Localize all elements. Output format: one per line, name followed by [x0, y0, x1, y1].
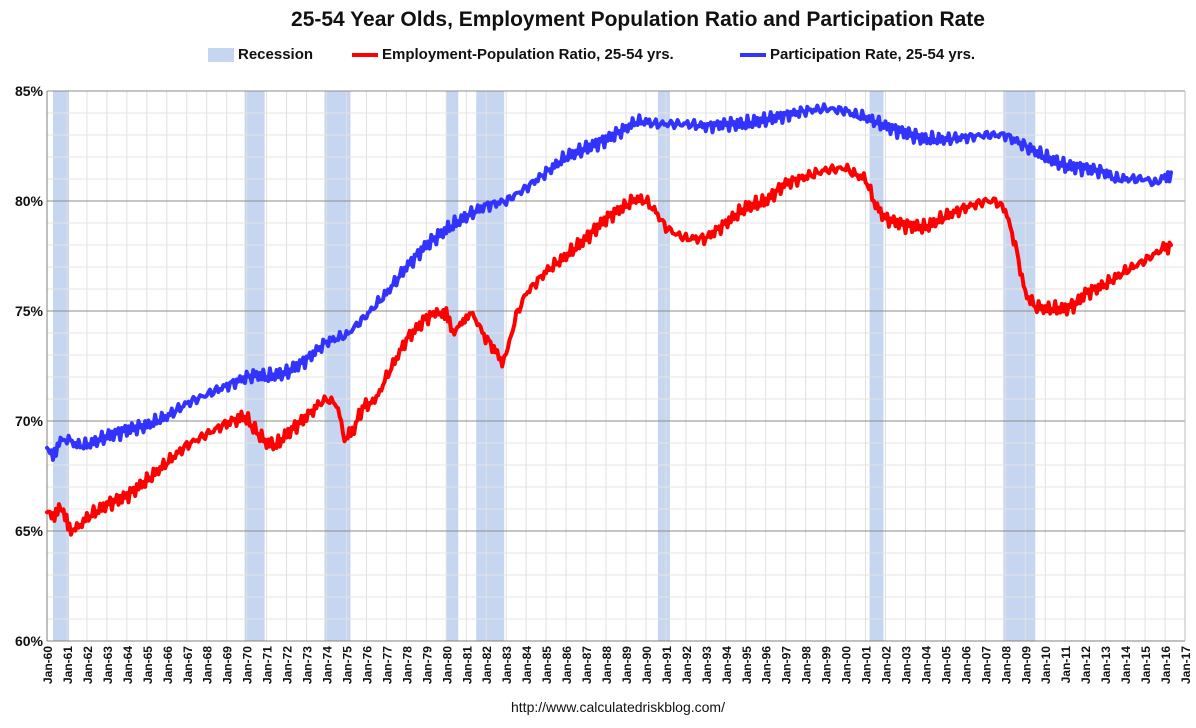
x-tick-label-53: Jan-13 — [1099, 646, 1113, 684]
x-tick-label-41: Jan-01 — [860, 646, 874, 684]
x-tick-label-54: Jan-14 — [1119, 646, 1133, 684]
x-tick-label-29: Jan-89 — [620, 646, 634, 684]
x-tick-label-32: Jan-92 — [680, 646, 694, 684]
x-tick-label-4: Jan-64 — [121, 646, 135, 684]
x-tick-label-23: Jan-83 — [500, 646, 514, 684]
x-tick-label-40: Jan-00 — [840, 646, 854, 684]
y-tick-label-5: 85% — [15, 83, 44, 99]
y-tick-label-3: 75% — [15, 303, 44, 319]
series-line-1 — [45, 102, 1173, 462]
source-url: http://www.calculatedriskblog.com/ — [511, 699, 725, 715]
recession-band-5 — [657, 91, 670, 641]
y-tick-label-1: 65% — [15, 523, 44, 539]
plot-background — [47, 91, 1185, 641]
x-tick-label-34: Jan-94 — [720, 646, 734, 684]
x-tick-label-25: Jan-85 — [540, 646, 554, 684]
recession-band-6 — [869, 91, 884, 641]
x-tick-label-26: Jan-86 — [560, 646, 574, 684]
recession-band-0 — [52, 91, 69, 641]
x-tick-label-31: Jan-91 — [660, 646, 674, 684]
x-tick-label-17: Jan-77 — [380, 646, 394, 684]
x-tick-label-38: Jan-98 — [800, 646, 814, 684]
legend-item-employment-ratio: Employment-Population Ratio, 25-54 yrs. — [352, 46, 674, 63]
legend-label-recession: Recession — [238, 46, 314, 63]
x-tick-label-13: Jan-73 — [301, 646, 315, 684]
legend-item-recession: Recession — [208, 46, 313, 63]
x-tick-label-18: Jan-78 — [400, 646, 414, 684]
x-tick-label-48: Jan-08 — [999, 646, 1013, 684]
x-tick-label-28: Jan-88 — [600, 646, 614, 684]
x-tick-label-0: Jan-60 — [41, 646, 55, 684]
legend-label-employment-ratio: Employment-Population Ratio, 25-54 yrs. — [382, 46, 674, 63]
x-tick-label-51: Jan-11 — [1059, 646, 1073, 684]
x-tick-label-11: Jan-71 — [261, 646, 275, 684]
x-tick-label-16: Jan-76 — [360, 646, 374, 684]
x-tick-label-49: Jan-09 — [1019, 646, 1033, 684]
x-tick-label-37: Jan-97 — [780, 646, 794, 684]
x-tick-label-21: Jan-81 — [460, 646, 474, 684]
x-tick-label-1: Jan-61 — [61, 646, 75, 684]
y-tick-label-2: 70% — [15, 413, 44, 429]
x-tick-label-9: Jan-69 — [221, 646, 235, 684]
legend-item-participation-rate: Participation Rate, 25-54 yrs. — [740, 46, 975, 63]
series-line-0 — [45, 162, 1173, 537]
x-tick-label-43: Jan-03 — [899, 646, 913, 684]
x-tick-label-33: Jan-93 — [700, 646, 714, 684]
x-tick-label-20: Jan-80 — [440, 646, 454, 684]
x-tick-label-57: Jan-17 — [1179, 646, 1193, 684]
x-tick-label-10: Jan-70 — [241, 646, 255, 684]
legend-swatch-employment-ratio — [352, 52, 378, 57]
x-tick-label-52: Jan-12 — [1079, 646, 1093, 684]
x-tick-label-12: Jan-72 — [281, 646, 295, 684]
x-tick-label-6: Jan-66 — [161, 646, 175, 684]
x-tick-label-36: Jan-96 — [760, 646, 774, 684]
x-tick-label-3: Jan-63 — [101, 646, 115, 684]
legend-label-participation-rate: Participation Rate, 25-54 yrs. — [770, 46, 976, 63]
x-tick-label-44: Jan-04 — [919, 646, 933, 684]
x-tick-label-50: Jan-10 — [1039, 646, 1053, 684]
y-tick-label-4: 80% — [15, 193, 44, 209]
x-tick-label-55: Jan-15 — [1139, 646, 1153, 684]
x-tick-label-2: Jan-62 — [81, 646, 95, 684]
x-tick-label-7: Jan-67 — [181, 646, 195, 684]
x-tick-label-5: Jan-65 — [141, 646, 155, 684]
x-tick-label-27: Jan-87 — [580, 646, 594, 684]
y-tick-label-0: 60% — [15, 633, 44, 649]
plot-area: 60% 65% 70% 75% 80% 85% Jan-60 Jan-61 Jan-62 Jan-… — [15, 83, 1193, 684]
x-tick-label-46: Jan-06 — [959, 646, 973, 684]
x-tick-label-42: Jan-02 — [880, 646, 894, 684]
x-tick-label-14: Jan-74 — [321, 646, 335, 684]
x-tick-label-19: Jan-79 — [420, 646, 434, 684]
x-tick-label-47: Jan-07 — [979, 646, 993, 684]
x-tick-label-45: Jan-05 — [939, 646, 953, 684]
legend-swatch-recession — [208, 47, 234, 62]
x-tick-label-39: Jan-99 — [820, 646, 834, 684]
recession-band-1 — [244, 91, 265, 641]
x-tick-label-15: Jan-75 — [340, 646, 354, 684]
x-tick-label-22: Jan-82 — [480, 646, 494, 684]
x-tick-label-35: Jan-95 — [740, 646, 754, 684]
x-tick-label-30: Jan-90 — [640, 646, 654, 684]
legend: Recession Employment-Population Ratio, 2… — [0, 46, 1196, 68]
x-tick-label-56: Jan-16 — [1159, 646, 1173, 684]
recession-band-4 — [476, 91, 505, 641]
recession-band-3 — [446, 91, 459, 641]
legend-swatch-participation-rate — [740, 52, 766, 57]
x-tick-label-24: Jan-84 — [520, 646, 534, 684]
chart-title: 25-54 Year Olds, Employment Population R… — [291, 8, 985, 31]
recession-band-7 — [1003, 91, 1036, 641]
x-tick-label-8: Jan-68 — [201, 646, 215, 684]
